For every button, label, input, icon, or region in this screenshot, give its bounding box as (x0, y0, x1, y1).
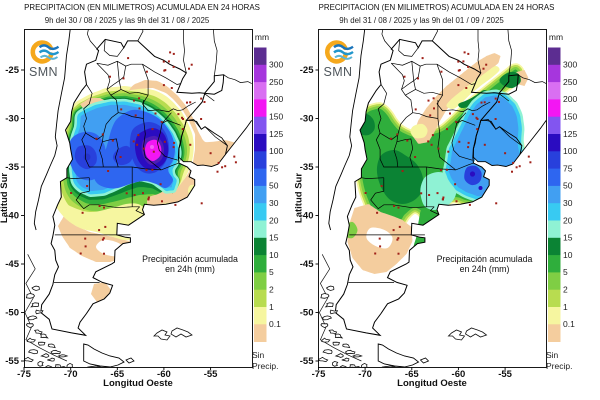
svg-text:30: 30 (563, 198, 573, 208)
svg-text:200: 200 (563, 94, 577, 104)
svg-text:20: 20 (269, 215, 279, 225)
svg-text:150: 150 (563, 112, 577, 122)
svg-text:-45: -45 (300, 259, 314, 270)
svg-text:-50: -50 (300, 308, 314, 319)
svg-text:-60: -60 (157, 369, 171, 380)
svg-text:-25: -25 (5, 65, 19, 76)
svg-text:10: 10 (269, 250, 279, 260)
svg-text:Longitud Oeste: Longitud Oeste (103, 378, 173, 389)
svg-text:SMN: SMN (324, 65, 353, 79)
svg-text:-65: -65 (405, 369, 419, 380)
svg-text:-70: -70 (64, 369, 78, 380)
svg-text:300: 300 (269, 60, 283, 70)
svg-text:Precipitación acumulada: Precipitación acumulada (142, 254, 238, 264)
svg-text:15: 15 (563, 233, 573, 243)
svg-text:9h del 30 / 08 / 2025 y las 9h: 9h del 30 / 08 / 2025 y las 9h del 31 / … (45, 16, 210, 25)
svg-text:-25: -25 (300, 65, 314, 76)
svg-text:mm: mm (255, 32, 269, 42)
svg-text:250: 250 (563, 77, 577, 87)
svg-text:15: 15 (269, 233, 279, 243)
svg-text:2: 2 (563, 285, 568, 295)
svg-text:0.1: 0.1 (563, 319, 575, 329)
svg-text:-55: -55 (5, 356, 19, 367)
svg-text:-55: -55 (498, 369, 512, 380)
svg-text:0.1: 0.1 (269, 319, 281, 329)
svg-text:Precip.: Precip. (252, 361, 278, 371)
svg-text:9h del 31 / 08 / 2025 y las 9h: 9h del 31 / 08 / 2025 y las 9h del 01 / … (339, 16, 504, 25)
svg-text:-40: -40 (5, 211, 19, 222)
svg-text:250: 250 (269, 77, 283, 87)
svg-text:125: 125 (269, 129, 283, 139)
svg-text:SMN: SMN (29, 65, 58, 79)
svg-text:75: 75 (269, 163, 279, 173)
svg-text:1: 1 (269, 302, 274, 312)
svg-text:-55: -55 (204, 369, 218, 380)
svg-text:-75: -75 (17, 369, 31, 380)
svg-text:-75: -75 (312, 369, 326, 380)
svg-text:-30: -30 (5, 114, 19, 125)
svg-text:20: 20 (563, 215, 573, 225)
svg-text:-60: -60 (452, 369, 466, 380)
svg-text:en 24h (mm): en 24h (mm) (165, 264, 215, 274)
svg-text:5: 5 (563, 267, 568, 277)
svg-text:-70: -70 (358, 369, 372, 380)
svg-text:en 24h (mm): en 24h (mm) (460, 264, 510, 274)
svg-text:-35: -35 (300, 162, 314, 173)
svg-text:Sin: Sin (252, 350, 265, 360)
svg-text:100: 100 (563, 146, 577, 156)
svg-text:-40: -40 (300, 211, 314, 222)
svg-text:2: 2 (269, 285, 274, 295)
svg-text:Latitud Sur: Latitud Sur (0, 173, 10, 223)
svg-text:200: 200 (269, 94, 283, 104)
svg-text:-30: -30 (300, 114, 314, 125)
svg-text:PRECIPITACION (EN MILIMETROS): PRECIPITACION (EN MILIMETROS) ACUMULADA … (319, 3, 555, 12)
svg-text:-45: -45 (5, 259, 19, 270)
svg-text:Precip.: Precip. (546, 361, 572, 371)
svg-text:Latitud Sur: Latitud Sur (294, 173, 305, 223)
svg-text:-50: -50 (5, 308, 19, 319)
svg-text:Longitud Oeste: Longitud Oeste (397, 378, 467, 389)
svg-text:125: 125 (563, 129, 577, 139)
svg-text:-65: -65 (110, 369, 124, 380)
svg-text:PRECIPITACION (EN MILIMETROS): PRECIPITACION (EN MILIMETROS) ACUMULADA … (24, 3, 260, 12)
svg-text:1: 1 (563, 302, 568, 312)
svg-text:5: 5 (269, 267, 274, 277)
svg-text:mm: mm (549, 32, 563, 42)
svg-text:30: 30 (269, 198, 279, 208)
svg-text:300: 300 (563, 60, 577, 70)
svg-text:50: 50 (269, 181, 279, 191)
svg-text:-55: -55 (300, 356, 314, 367)
svg-text:-35: -35 (5, 162, 19, 173)
svg-text:10: 10 (563, 250, 573, 260)
svg-text:50: 50 (563, 181, 573, 191)
svg-text:150: 150 (269, 112, 283, 122)
svg-text:75: 75 (563, 163, 573, 173)
svg-text:Sin: Sin (546, 350, 559, 360)
svg-text:100: 100 (269, 146, 283, 156)
svg-text:Precipitación acumulada: Precipitación acumulada (437, 254, 533, 264)
